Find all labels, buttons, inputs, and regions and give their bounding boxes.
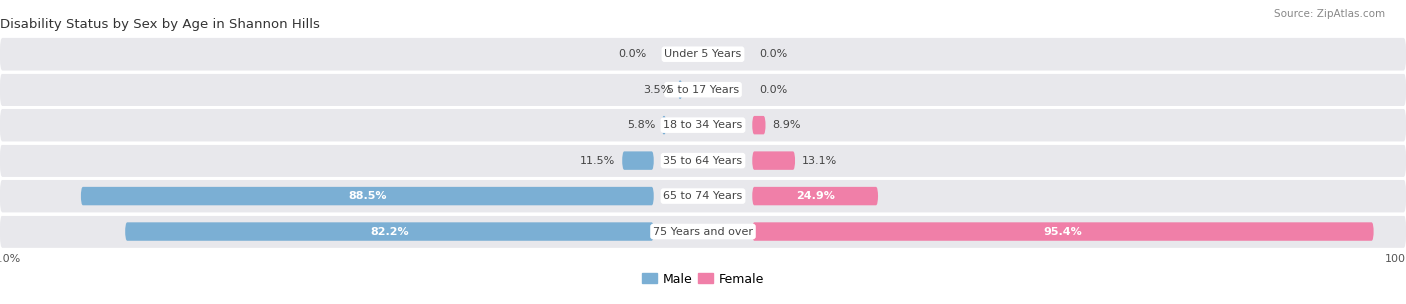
FancyBboxPatch shape	[662, 116, 666, 134]
Text: 18 to 34 Years: 18 to 34 Years	[664, 120, 742, 130]
Text: 0.0%: 0.0%	[619, 49, 647, 59]
FancyBboxPatch shape	[125, 222, 654, 241]
Text: 13.1%: 13.1%	[801, 156, 838, 166]
FancyBboxPatch shape	[0, 215, 1406, 248]
Text: 5 to 17 Years: 5 to 17 Years	[666, 85, 740, 95]
FancyBboxPatch shape	[0, 109, 1406, 141]
Text: Source: ZipAtlas.com: Source: ZipAtlas.com	[1274, 9, 1385, 19]
FancyBboxPatch shape	[678, 81, 682, 99]
FancyBboxPatch shape	[0, 73, 1406, 106]
Text: 5.8%: 5.8%	[627, 120, 655, 130]
FancyBboxPatch shape	[752, 187, 877, 205]
Text: 88.5%: 88.5%	[349, 191, 387, 201]
Text: 3.5%: 3.5%	[643, 85, 672, 95]
FancyBboxPatch shape	[82, 187, 654, 205]
FancyBboxPatch shape	[752, 222, 1374, 241]
FancyBboxPatch shape	[752, 151, 796, 170]
Text: 8.9%: 8.9%	[773, 120, 801, 130]
Text: Disability Status by Sex by Age in Shannon Hills: Disability Status by Sex by Age in Shann…	[0, 18, 321, 31]
Text: 82.2%: 82.2%	[370, 226, 409, 237]
Text: 95.4%: 95.4%	[1043, 226, 1083, 237]
Text: 0.0%: 0.0%	[759, 85, 787, 95]
Text: 11.5%: 11.5%	[579, 156, 616, 166]
FancyBboxPatch shape	[0, 144, 1406, 177]
FancyBboxPatch shape	[0, 38, 1406, 71]
Text: 35 to 64 Years: 35 to 64 Years	[664, 156, 742, 166]
FancyBboxPatch shape	[621, 151, 654, 170]
Text: 75 Years and over: 75 Years and over	[652, 226, 754, 237]
FancyBboxPatch shape	[0, 180, 1406, 212]
Text: 65 to 74 Years: 65 to 74 Years	[664, 191, 742, 201]
FancyBboxPatch shape	[752, 116, 765, 134]
Text: Under 5 Years: Under 5 Years	[665, 49, 741, 59]
Legend: Male, Female: Male, Female	[643, 273, 763, 285]
Text: 24.9%: 24.9%	[796, 191, 835, 201]
Text: 0.0%: 0.0%	[759, 49, 787, 59]
